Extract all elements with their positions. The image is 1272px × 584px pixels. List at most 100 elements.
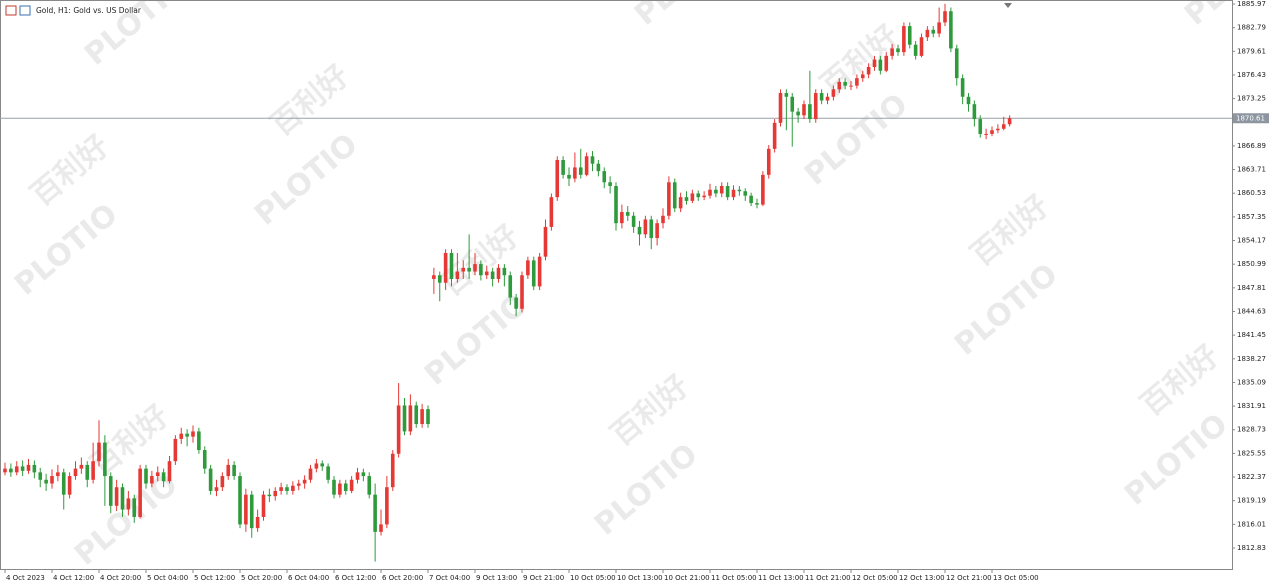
candle-body — [150, 476, 154, 484]
candle-body — [467, 267, 471, 272]
candle-body — [573, 167, 577, 179]
watermark-text: PLOTIO — [1118, 407, 1234, 513]
candle-body — [244, 494, 248, 525]
x-tick-label: 11 Oct 21:00 — [805, 574, 851, 582]
candle-body — [155, 472, 160, 477]
candle-body — [490, 271, 495, 279]
candle-body — [173, 438, 178, 462]
y-tick-label: 1822.37 — [1237, 473, 1266, 481]
x-tick-label: 5 Oct 12:00 — [194, 574, 235, 582]
candle-body — [114, 487, 119, 506]
candle-body — [796, 111, 800, 116]
candle-body — [44, 479, 48, 484]
x-tick-label: 12 Oct 21:00 — [946, 574, 992, 582]
candle-body — [496, 267, 501, 279]
candle-body — [937, 22, 941, 34]
candle-body — [637, 226, 642, 235]
candle-body — [543, 226, 548, 257]
candle-body — [643, 219, 648, 235]
candle-body — [743, 191, 748, 196]
y-tick-label: 1825.55 — [1237, 449, 1266, 457]
candle-body — [708, 189, 712, 196]
candle-body — [1001, 124, 1006, 129]
candle-body — [255, 516, 260, 529]
candle-body — [808, 104, 812, 120]
candle-body — [50, 476, 54, 484]
candle-body — [890, 48, 894, 56]
candle-body — [26, 464, 31, 471]
candle-body — [502, 267, 507, 276]
candle-body — [866, 67, 871, 75]
candle-body — [831, 89, 836, 97]
candle-body — [437, 275, 442, 283]
candle-body — [561, 159, 565, 175]
x-tick-label: 11 Oct 05:00 — [711, 574, 757, 582]
candle-body — [9, 468, 13, 473]
candle-body — [226, 464, 231, 477]
candle-body — [279, 487, 283, 491]
candle-body — [584, 156, 589, 175]
candle-body — [249, 494, 254, 529]
candle-body — [197, 431, 201, 451]
candle-body — [925, 29, 930, 38]
watermark-text: PLOTIO — [68, 467, 184, 573]
candle-body — [860, 74, 865, 79]
x-tick-label: 5 Oct 20:00 — [241, 574, 282, 582]
y-tick-label: 1844.63 — [1237, 307, 1266, 315]
candle-body — [355, 472, 360, 480]
candle-body — [85, 464, 90, 480]
candle-body — [3, 468, 7, 473]
candle-body — [602, 171, 607, 183]
candle-body — [167, 461, 172, 482]
watermark-text: PLOTIO — [948, 257, 1064, 363]
candle-body — [772, 122, 777, 149]
candle-body — [443, 252, 448, 283]
candle-body — [238, 476, 242, 525]
x-tick-label: 12 Oct 13:00 — [899, 574, 945, 582]
watermark-text: PLOTIO — [8, 197, 124, 303]
candle-body — [61, 472, 66, 495]
candle-body — [749, 195, 753, 204]
candle-body — [872, 59, 877, 68]
candle-body — [620, 212, 624, 224]
candle-body — [67, 476, 72, 495]
candle-body — [296, 483, 301, 486]
candle-body — [943, 11, 947, 23]
candle-body — [843, 81, 847, 86]
candle-body — [343, 483, 348, 491]
candle-body — [884, 55, 889, 71]
candle-body — [514, 297, 518, 309]
candle-body — [408, 405, 413, 432]
candle-body — [373, 494, 377, 532]
candle-body — [984, 133, 988, 135]
candle-body — [191, 431, 195, 437]
x-tick-label: 4 Oct 20:00 — [100, 574, 141, 582]
candle-body — [913, 44, 918, 56]
chart-title: Gold, H1: Gold vs. US Dollar — [36, 6, 142, 15]
chart-icon — [5, 5, 17, 16]
candle-body — [56, 472, 60, 477]
candle-body — [837, 81, 842, 90]
y-tick-label: 1828.73 — [1237, 426, 1266, 434]
candle-body — [14, 466, 19, 473]
candle-body — [161, 472, 166, 482]
y-tick-label: 1882.79 — [1237, 24, 1266, 32]
y-tick-label: 1816.01 — [1237, 520, 1266, 528]
candle-body — [878, 59, 883, 71]
candle-body — [766, 148, 771, 175]
candle-body — [849, 85, 853, 87]
candle-body — [755, 203, 759, 205]
candle-body — [855, 78, 859, 86]
candle-body — [667, 182, 671, 216]
y-tick-label: 1819.19 — [1237, 497, 1266, 505]
x-tick-label: 7 Oct 04:00 — [429, 574, 470, 582]
candle-body — [608, 182, 612, 187]
candle-body — [907, 26, 912, 45]
candle-body — [702, 195, 706, 198]
shift-marker — [1004, 3, 1012, 8]
candle-body — [332, 479, 336, 495]
